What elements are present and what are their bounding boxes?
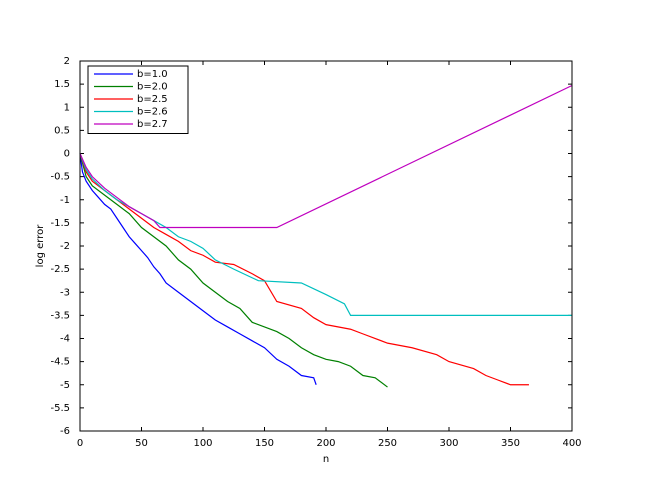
legend-label: b=1.0 bbox=[137, 69, 168, 80]
x-tick-label: 150 bbox=[255, 438, 274, 449]
x-tick-label: 250 bbox=[378, 438, 397, 449]
y-tick-label: -6 bbox=[60, 426, 70, 437]
y-tick-label: -3.5 bbox=[50, 310, 70, 321]
y-tick-label: 2 bbox=[64, 56, 70, 67]
series-line bbox=[79, 153, 572, 316]
y-tick-label: -5 bbox=[60, 380, 70, 391]
series-line bbox=[79, 84, 573, 229]
legend-box bbox=[87, 65, 189, 134]
series-line bbox=[79, 153, 317, 385]
legend-label: b=2.5 bbox=[137, 94, 168, 105]
plot-frame bbox=[79, 60, 573, 432]
y-tick-label: 0 bbox=[64, 149, 70, 160]
y-tick-label: -3 bbox=[60, 287, 70, 298]
y-axis-label: log error bbox=[35, 224, 46, 268]
x-tick-label: 100 bbox=[193, 438, 212, 449]
x-tick-label: 0 bbox=[77, 438, 83, 449]
y-tick-label: -1.5 bbox=[50, 218, 70, 229]
y-tick-label: 1 bbox=[64, 102, 70, 113]
x-tick-label: 400 bbox=[562, 438, 581, 449]
x-tick-label: 50 bbox=[135, 438, 148, 449]
y-tick-label: 0.5 bbox=[54, 125, 70, 136]
y-tick-label: -5.5 bbox=[50, 403, 70, 414]
legend-label: b=2.6 bbox=[137, 107, 168, 118]
legend-label: b=2.0 bbox=[137, 82, 168, 93]
legend-label: b=2.7 bbox=[137, 119, 168, 130]
y-tick-label: -4.5 bbox=[50, 357, 70, 368]
y-tick-label: -2.5 bbox=[50, 264, 70, 275]
y-tick-label: -1 bbox=[60, 195, 70, 206]
y-tick-label: -2 bbox=[60, 241, 70, 252]
x-axis-label: n bbox=[323, 454, 329, 465]
x-tick-label: 200 bbox=[316, 438, 335, 449]
y-tick-label: 1.5 bbox=[54, 79, 70, 90]
x-tick-label: 350 bbox=[501, 438, 520, 449]
y-tick-label: -0.5 bbox=[50, 172, 70, 183]
x-tick-label: 300 bbox=[439, 438, 458, 449]
y-tick-label: -4 bbox=[60, 334, 70, 345]
series-line bbox=[79, 153, 388, 388]
